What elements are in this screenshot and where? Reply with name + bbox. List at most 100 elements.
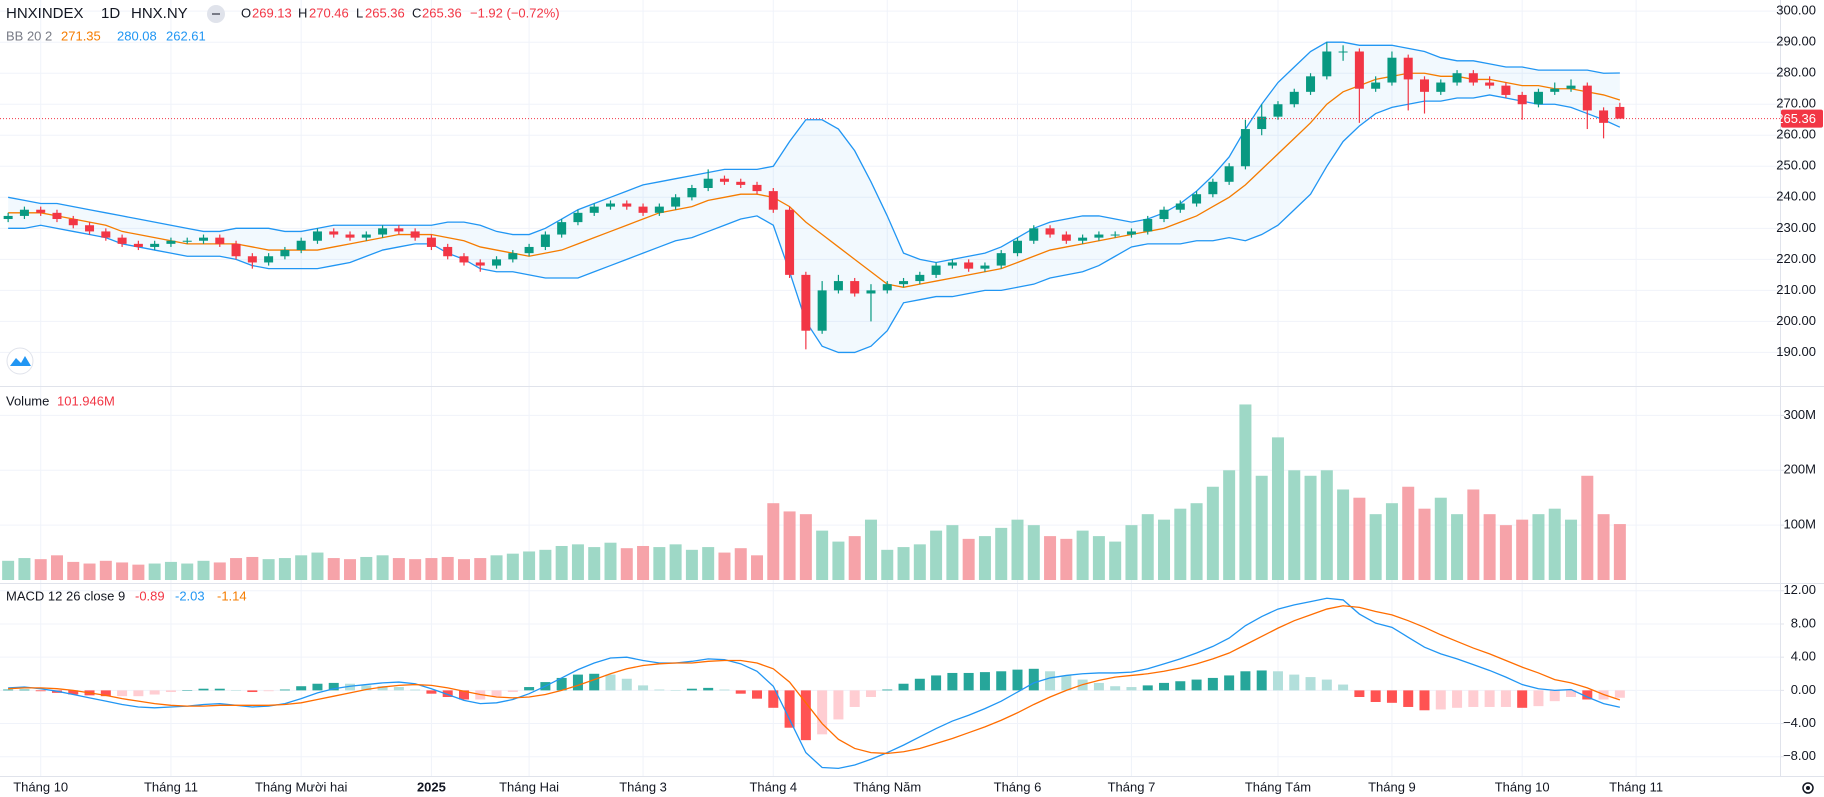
ohlc-value: 269.13 — [252, 5, 292, 20]
candle-body — [1582, 85, 1592, 111]
candle-body — [1175, 203, 1185, 210]
volume-bar — [962, 538, 975, 580]
histogram-bar — [231, 690, 242, 691]
volume-bar — [571, 544, 584, 580]
histogram-bar — [589, 673, 600, 691]
x-tick-label: Tháng 7 — [1108, 779, 1156, 794]
macd-legend: MACD 12 26 close 9 -0.89 -2.03 -1.14 — [6, 588, 247, 603]
candle-body — [329, 231, 339, 235]
candle-body — [150, 243, 160, 247]
candle-body — [850, 281, 860, 294]
candle-body — [1615, 106, 1625, 119]
candle-body — [719, 178, 729, 182]
histogram-bar — [1191, 679, 1202, 691]
histogram-bar — [1012, 669, 1023, 691]
ohlc-label: L — [356, 5, 363, 20]
volume-bar — [1239, 404, 1252, 580]
volume-bar — [604, 542, 617, 580]
histogram-bar — [491, 690, 502, 697]
logo-icon[interactable] — [10, 356, 31, 366]
x-tick-label: Tháng 10 — [13, 779, 68, 794]
histogram-bar — [524, 687, 535, 691]
indicator-name[interactable]: BB 20 2 — [6, 28, 52, 43]
logo-circle[interactable] — [6, 347, 34, 375]
settings-icon[interactable] — [1802, 782, 1814, 794]
volume-bar — [637, 545, 650, 580]
collapse-button[interactable] — [207, 5, 225, 23]
logo[interactable] — [6, 347, 34, 375]
candle-body — [182, 240, 192, 242]
candle-body — [687, 188, 697, 198]
histogram-bar — [865, 690, 876, 698]
histogram-bar — [1549, 690, 1560, 702]
volume-title[interactable]: Volume — [6, 393, 49, 408]
histogram-bar — [898, 683, 909, 691]
indicator-value: 271.35 — [61, 28, 101, 43]
histogram-bar — [1045, 671, 1056, 691]
histogram-bar — [1224, 675, 1235, 691]
volume-bar — [1337, 489, 1350, 580]
histogram-bar — [345, 683, 356, 691]
volume-bar — [1402, 486, 1415, 580]
volume-bar — [34, 559, 47, 580]
x-tick-label: Tháng 11 — [1609, 779, 1663, 794]
candle-body — [117, 237, 127, 244]
volume-bar — [1125, 525, 1138, 580]
macd-title[interactable]: MACD 12 26 close 9 — [6, 588, 125, 603]
histogram-bar — [68, 690, 79, 695]
change: −1.92 (−0.72%) — [470, 5, 560, 20]
interval[interactable]: 1D — [101, 5, 120, 22]
histogram-bar — [393, 687, 404, 691]
volume-bar — [18, 558, 31, 580]
histogram-bar — [1338, 684, 1349, 691]
volume-bar — [897, 547, 910, 580]
last-price-label: 265.36 — [1776, 111, 1816, 126]
histogram-bar — [1533, 690, 1544, 707]
histogram-bar — [1468, 690, 1479, 707]
candle-body — [947, 262, 957, 266]
candle-body — [736, 181, 746, 185]
volume-bar — [392, 558, 405, 580]
macd-value: -0.89 — [135, 588, 165, 603]
histogram-bar — [914, 678, 925, 691]
histogram-bar — [458, 690, 469, 700]
exchange[interactable]: HNX.NY — [131, 5, 188, 22]
histogram-bar — [556, 677, 567, 691]
mark-layer — [0, 41, 1780, 770]
settings-button[interactable] — [1802, 782, 1814, 794]
candle-body — [264, 256, 274, 263]
histogram-bar — [1240, 671, 1251, 691]
last-price-box — [1781, 109, 1823, 128]
y-tick-label: 4.00 — [1791, 649, 1816, 664]
symbol[interactable]: HNXINDEX — [6, 5, 84, 22]
volume-bar — [1271, 437, 1284, 580]
histogram-bar — [442, 690, 453, 698]
histogram-bar — [165, 690, 176, 693]
y-tick-label: 8.00 — [1791, 615, 1816, 630]
volume-bar — [1076, 530, 1089, 580]
volume-bar — [295, 555, 308, 580]
volume-bar — [327, 558, 340, 580]
candle-body — [492, 259, 502, 266]
settings-icon-center[interactable] — [1806, 786, 1810, 790]
y-tick-label: 12.00 — [1783, 582, 1816, 597]
ohlc-value: 270.46 — [309, 5, 349, 20]
candle-body — [964, 262, 974, 269]
candle-body — [378, 228, 388, 235]
volume-bar — [425, 558, 438, 580]
candle-body — [133, 243, 143, 247]
histogram-bar — [1272, 671, 1283, 691]
macd-value: -2.03 — [175, 588, 205, 603]
histogram-bar — [1370, 690, 1381, 702]
volume-bar — [1353, 497, 1366, 580]
volume-bar — [1206, 486, 1219, 580]
candle-body — [1013, 240, 1022, 254]
histogram-bar — [182, 690, 193, 691]
volume-bar — [164, 561, 177, 580]
histogram-bar — [686, 688, 697, 691]
candle-body — [1420, 79, 1429, 92]
band-fill — [8, 42, 1620, 353]
volume-bar — [848, 536, 861, 580]
x-tick-label: 2025 — [417, 779, 446, 794]
candle-body — [540, 234, 550, 247]
